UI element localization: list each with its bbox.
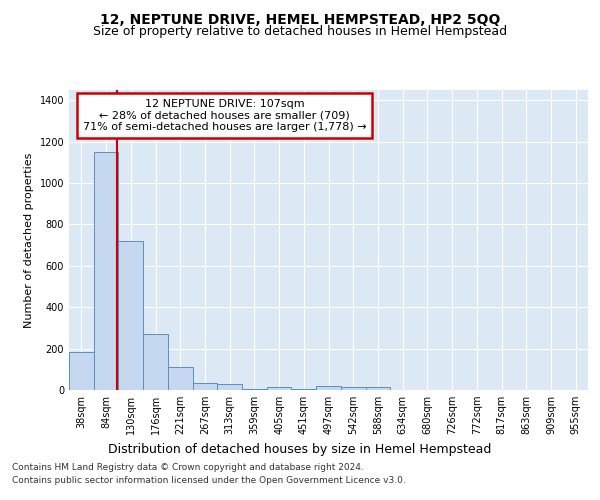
Text: Contains public sector information licensed under the Open Government Licence v3: Contains public sector information licen… xyxy=(12,476,406,485)
Bar xyxy=(94,152,118,390)
Bar xyxy=(69,352,94,390)
Text: Distribution of detached houses by size in Hemel Hempstead: Distribution of detached houses by size … xyxy=(109,442,491,456)
Bar xyxy=(217,384,242,390)
Bar xyxy=(193,383,217,390)
Bar xyxy=(143,334,168,390)
Bar xyxy=(267,388,292,390)
Bar xyxy=(242,389,267,390)
Bar xyxy=(292,389,316,390)
Bar xyxy=(118,241,143,390)
Bar xyxy=(316,386,341,390)
Text: 12, NEPTUNE DRIVE, HEMEL HEMPSTEAD, HP2 5QQ: 12, NEPTUNE DRIVE, HEMEL HEMPSTEAD, HP2 … xyxy=(100,12,500,26)
Y-axis label: Number of detached properties: Number of detached properties xyxy=(24,152,34,328)
Text: Contains HM Land Registry data © Crown copyright and database right 2024.: Contains HM Land Registry data © Crown c… xyxy=(12,462,364,471)
Text: 12 NEPTUNE DRIVE: 107sqm
← 28% of detached houses are smaller (709)
71% of semi-: 12 NEPTUNE DRIVE: 107sqm ← 28% of detach… xyxy=(83,99,367,132)
Bar xyxy=(168,367,193,390)
Text: Size of property relative to detached houses in Hemel Hempstead: Size of property relative to detached ho… xyxy=(93,25,507,38)
Bar xyxy=(365,388,390,390)
Bar xyxy=(341,388,365,390)
